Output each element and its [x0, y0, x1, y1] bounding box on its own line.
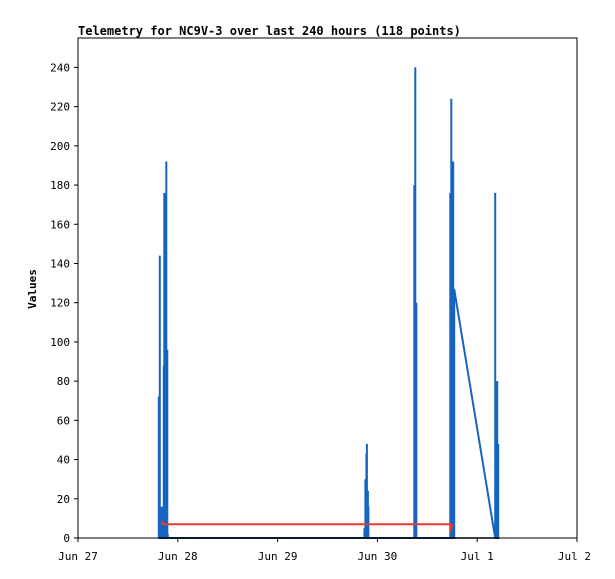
chart-title: Telemetry for NC9V-3 over last 240 hours… — [78, 24, 461, 38]
x-tick-label: Jul 1 — [461, 550, 494, 563]
y-tick-label: 180 — [50, 179, 70, 192]
y-tick-label: 20 — [57, 493, 70, 506]
plot-frame — [77, 37, 578, 539]
x-tick-label: Jul 2 — [558, 550, 591, 563]
x-tick-label: Jun 27 — [58, 550, 98, 563]
y-tick-label: 120 — [50, 297, 70, 310]
y-tick-label: 40 — [57, 454, 70, 467]
x-tick-label: Jun 30 — [358, 550, 398, 563]
y-tick-label: 160 — [50, 218, 70, 231]
y-tick-label: 60 — [57, 414, 70, 427]
y-tick-label: 140 — [50, 257, 70, 270]
y-tick-label: 240 — [50, 61, 70, 74]
y-tick-label: 200 — [50, 140, 70, 153]
y-axis-label: Values — [26, 269, 39, 309]
x-axis: Jun 27 Jun 28 Jun 29 Jun 30 Jul 1 Jul 2 — [58, 538, 591, 563]
x-tick-label: Jun 28 — [158, 550, 198, 563]
y-tick-label: 0 — [63, 532, 70, 545]
x-tick-label: Jun 29 — [258, 550, 298, 563]
y-tick-label: 220 — [50, 101, 70, 114]
y-tick-label: 80 — [57, 375, 70, 388]
y-tick-label: 100 — [50, 336, 70, 349]
series-line-2 — [160, 520, 454, 533]
y-axis: 0 20 40 60 80 100 120 140 160 180 200 220 240 — [50, 61, 78, 545]
